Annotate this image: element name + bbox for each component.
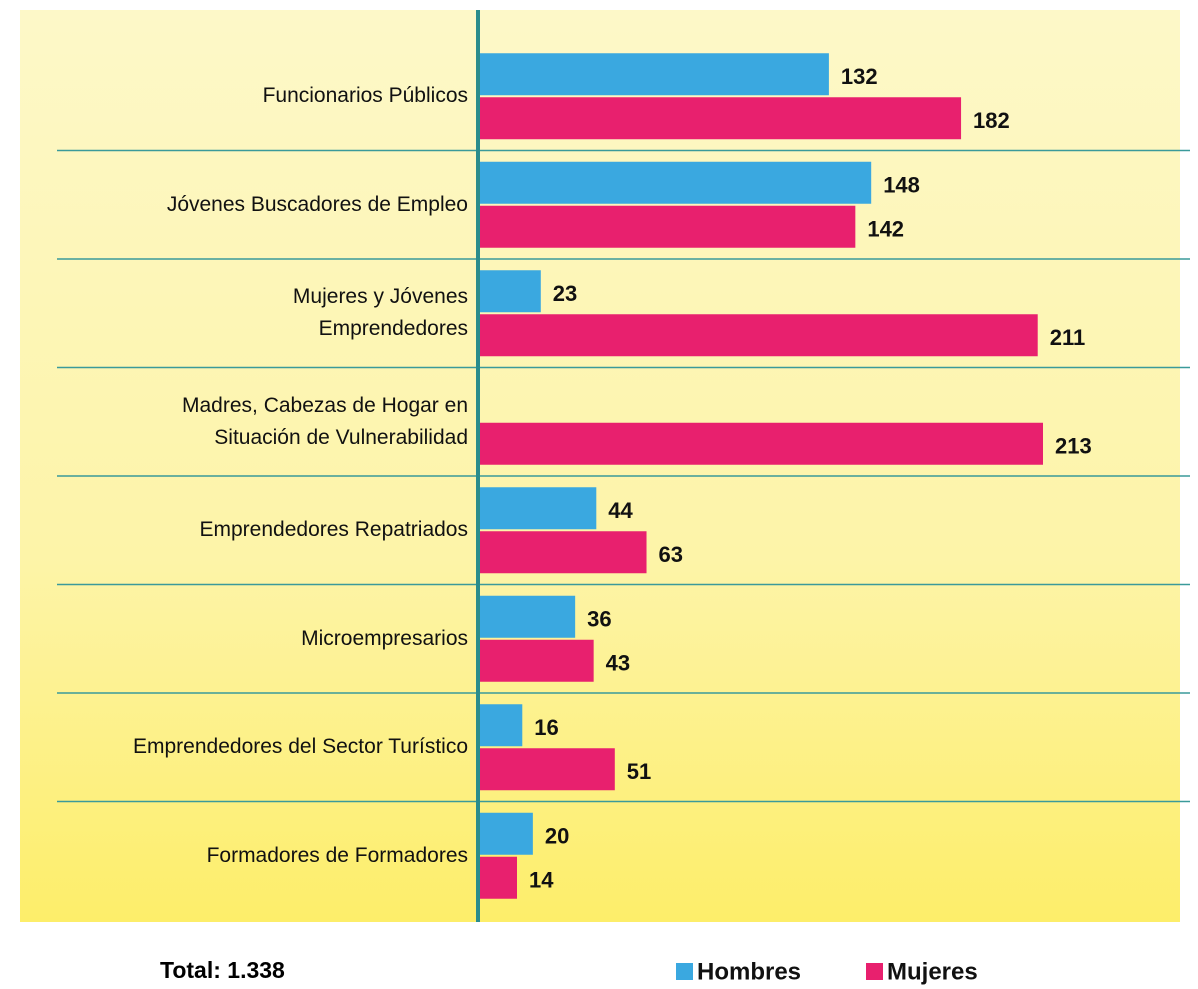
category-label: Emprendedores del Sector Turístico [133,735,468,759]
bar [480,595,576,638]
data-label: 16 [534,715,558,740]
data-label: 148 [883,173,920,198]
legend-swatch [676,963,693,980]
data-label: 142 [867,217,904,242]
data-label: 20 [545,824,569,849]
bar [480,53,829,96]
category-label: Mujeres y Jóvenes Emprendedores [292,285,468,341]
bar [480,487,597,530]
data-label: 14 [529,868,554,893]
bar [480,314,1038,357]
legend-label: Hombres [697,958,801,985]
category-label: Emprendedores Repatriados [199,518,469,542]
data-label: 51 [627,759,651,784]
bar [480,704,523,747]
data-label: 213 [1055,434,1092,459]
bar [480,856,518,899]
bar [480,205,856,248]
bar [480,422,1043,465]
data-label: 211 [1050,325,1086,350]
legend-label: Mujeres [887,958,978,985]
bar [480,639,594,682]
data-label: 23 [553,281,577,306]
data-label: 132 [841,64,878,89]
bar [480,161,872,204]
bar [480,812,533,855]
bar [480,270,541,313]
data-label: 44 [608,498,633,523]
data-label: 63 [659,542,683,567]
legend-swatch [866,963,883,980]
category-label: Formadores de Formadores [206,843,468,867]
total-label: Total: 1.338 [160,957,285,983]
data-label: 182 [973,108,1010,133]
category-label: Funcionarios Públicos [262,84,468,108]
data-label: 36 [587,607,611,632]
data-label: 43 [606,651,630,676]
bar [480,97,962,140]
category-label: Madres, Cabezas de Hogar en Situación de… [182,393,468,449]
category-label: Jóvenes Buscadores de Empleo [166,192,468,216]
category-label: Microempresarios [301,626,468,650]
bar [480,748,615,791]
bar [480,531,647,574]
